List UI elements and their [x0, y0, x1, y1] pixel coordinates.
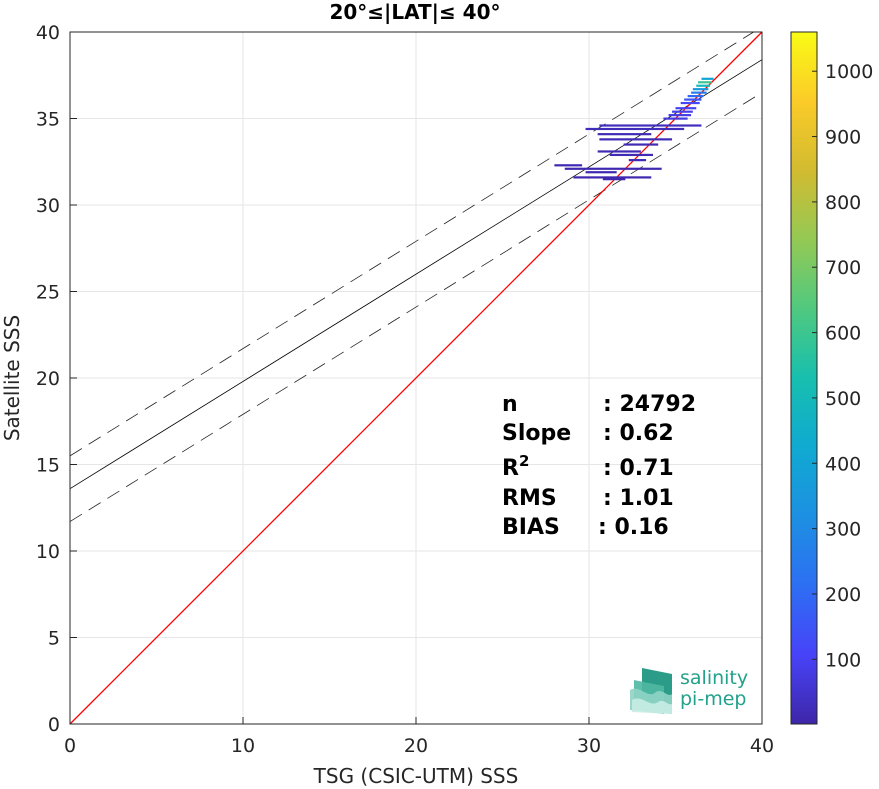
salinity-pimep-logo: salinity pi-mep [630, 667, 748, 714]
x-tick-label: 40 [750, 735, 774, 757]
stat-label: n [502, 392, 518, 417]
reference-line-1to1 [69, 31, 763, 725]
colorbar-tick-label: 700 [825, 257, 861, 279]
colorbar-tick-label: 200 [825, 584, 861, 606]
density-segment [597, 133, 652, 136]
envelope-line-2 [69, 92, 763, 522]
density-segment [663, 117, 688, 120]
colorbar-tick-labels: 100 200 300 400 500 600 700 800 900 1000 [812, 61, 873, 671]
y-tick-label: 5 [48, 628, 60, 650]
y-tick-label: 30 [36, 195, 60, 217]
density-segment [687, 95, 704, 98]
density-segment [680, 101, 700, 105]
x-tick-label: 20 [404, 735, 428, 757]
y-tick-label: 20 [36, 368, 60, 390]
y-tick-label: 25 [36, 282, 60, 304]
y-tick-label: 15 [36, 455, 60, 477]
density-segment [697, 81, 712, 84]
y-axis-label: Satellite SSS [0, 315, 24, 441]
density-segment [692, 88, 709, 91]
plot-frame [69, 31, 763, 725]
density-segment [564, 167, 662, 170]
density-segment [554, 164, 583, 167]
y-tick-label: 0 [48, 714, 60, 736]
fit-line-group [69, 59, 763, 490]
density-segment [585, 127, 685, 131]
y-tick-labels: 0 5 10 15 20 25 30 35 40 [36, 22, 60, 736]
x-tick-labels: 0 10 20 30 40 [64, 735, 774, 757]
density-segment [597, 150, 641, 153]
colorbar-tick-label: 100 [825, 649, 861, 671]
density-segment [684, 98, 702, 101]
density-segment [623, 143, 659, 146]
y-tick-label: 40 [36, 22, 60, 44]
density-segment [691, 91, 707, 94]
reference-line-group [69, 31, 763, 725]
density-segment [573, 176, 652, 179]
x-tick-label: 0 [64, 735, 76, 757]
stat-label: BIAS [502, 515, 560, 540]
density-points [554, 77, 714, 181]
colorbar-tick-label: 400 [825, 453, 861, 475]
logo-wave-icon [630, 668, 672, 714]
fit-line [69, 59, 763, 490]
x-tick-label: 30 [577, 735, 601, 757]
density-segment [599, 124, 702, 127]
colorbar [790, 31, 818, 725]
colorbar-tick-label: 500 [825, 388, 861, 410]
density-segment [672, 110, 693, 113]
envelope-lines [69, 31, 763, 522]
colorbar-tick-label: 600 [825, 323, 861, 345]
density-segment [585, 171, 617, 174]
x-axis-label: TSG (CSIC-UTM) SSS [313, 764, 519, 788]
y-tick-label: 10 [36, 541, 60, 563]
density-segment [701, 77, 714, 80]
density-segment [628, 159, 647, 162]
density-segment [696, 84, 711, 87]
y-tick-label: 35 [36, 109, 60, 131]
colorbar-tick-label: 800 [825, 192, 861, 214]
stat-value: : 0.62 [603, 421, 674, 446]
logo-text-salinity: salinity [680, 667, 748, 689]
colorbar-tick-label: 900 [825, 127, 861, 149]
stat-value: : 0.71 [603, 456, 674, 481]
stat-value: : 24792 [603, 392, 696, 417]
stat-label: Slope [502, 421, 571, 446]
stat-value: : 0.16 [598, 515, 669, 540]
stat-label: RMS [502, 486, 557, 511]
chart-title: 20°≤|LAT|≤ 40° [329, 0, 500, 24]
stat-value: : 1.01 [603, 486, 674, 511]
envelope-line-1 [69, 31, 754, 457]
density-segment [602, 178, 626, 181]
density-segment [609, 153, 654, 157]
x-tick-label: 10 [231, 735, 255, 757]
density-segment [668, 114, 692, 117]
density-segment [675, 107, 697, 110]
density-segment [599, 138, 673, 141]
colorbar-tick-label: 300 [825, 519, 861, 541]
colorbar-tick-label: 1000 [825, 61, 873, 83]
logo-text-pimep: pi-mep [680, 688, 746, 710]
